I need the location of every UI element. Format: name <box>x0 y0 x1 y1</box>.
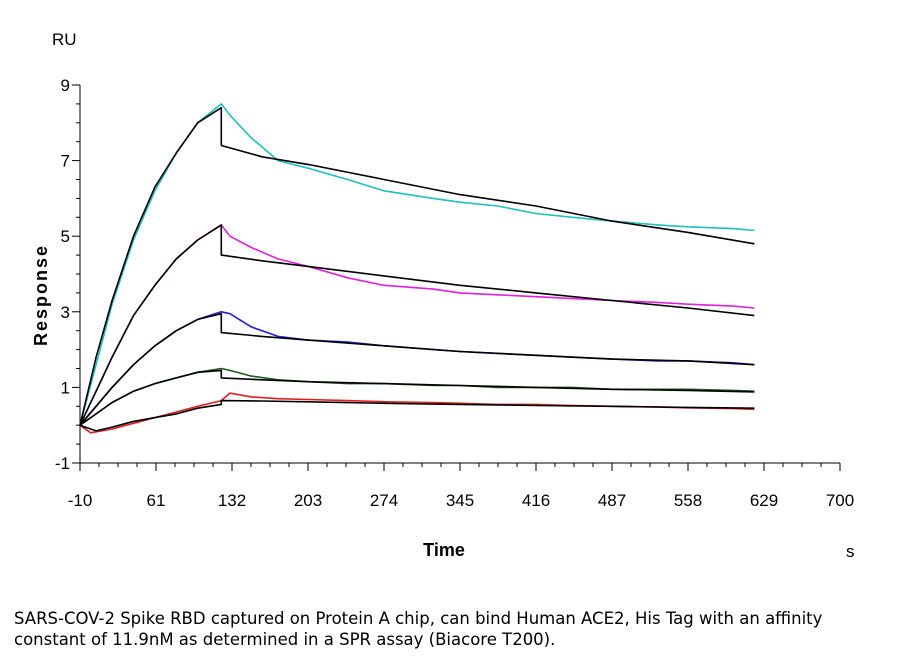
x-tick-label: 487 <box>598 491 626 510</box>
y-tick-label: 3 <box>61 303 70 322</box>
y-tick-label: 1 <box>61 378 70 397</box>
fit-curve-line <box>79 399 755 432</box>
spr-sensorgram-chart: -10 61 132 203 274 345 416 487 558 629 700 -1 1 3 5 7 9 R… <box>31 30 855 561</box>
x-tick-label: 558 <box>674 491 702 510</box>
fit-curve-line <box>79 312 755 426</box>
y-unit-label: RU <box>52 30 77 49</box>
x-tick-label: 700 <box>826 491 854 510</box>
x-tick-label: 203 <box>294 491 322 510</box>
x-tick-label: -10 <box>68 491 93 510</box>
x-tick-label: 132 <box>218 491 246 510</box>
x-axis-title: Time <box>423 540 465 560</box>
x-tick-label: 416 <box>522 491 550 510</box>
x-tick-label: 61 <box>147 491 166 510</box>
x-tick-label: 345 <box>446 491 474 510</box>
x-unit-label: s <box>846 542 855 561</box>
labels: -10 61 132 203 274 345 416 487 558 629 700 -1 1 3 5 7 9 R… <box>31 30 855 561</box>
x-tick-label: 274 <box>370 491 398 510</box>
fit-curve-line <box>79 224 755 426</box>
axes <box>72 84 841 471</box>
y-axis-title: Response <box>31 244 51 346</box>
y-tick-label: 9 <box>61 76 70 95</box>
series-layer <box>79 103 755 434</box>
fit-curve-line <box>79 369 755 426</box>
fit-curve-line <box>79 106 755 426</box>
y-tick-label: -1 <box>55 454 70 473</box>
figure-caption: SARS-COV-2 Spike RBD captured on Protein… <box>14 609 823 649</box>
x-tick-label: 629 <box>750 491 778 510</box>
y-tick-label: 7 <box>61 152 70 171</box>
y-tick-label: 5 <box>61 227 70 246</box>
